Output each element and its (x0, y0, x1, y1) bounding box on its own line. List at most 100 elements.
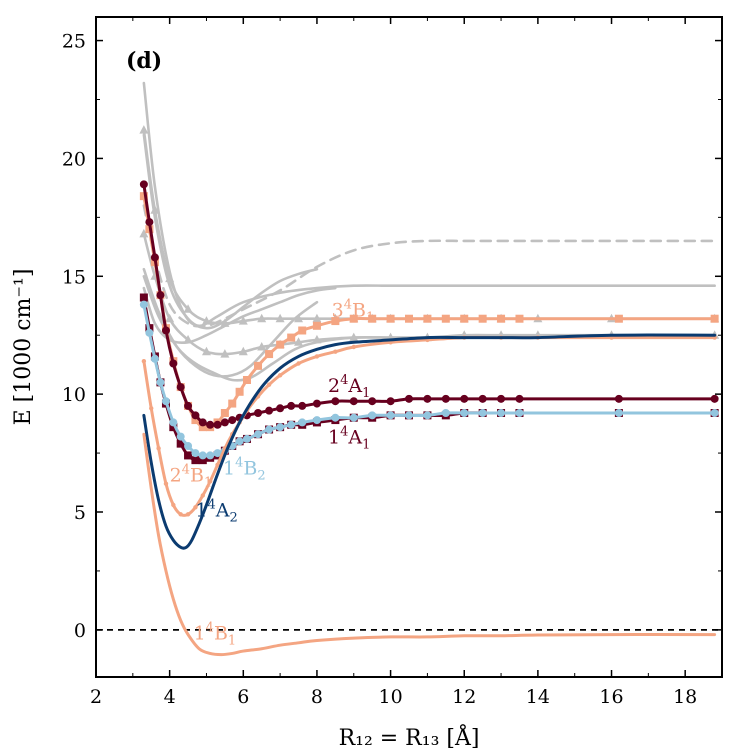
data-point (277, 373, 283, 378)
axis-ticks: 2 4 6 8 10 12 14 16 18 0 5 10 15 20 25 (62, 17, 723, 708)
data-point (139, 125, 149, 134)
series-1-4B2 (139, 300, 719, 460)
data-point (515, 409, 524, 417)
data-point (242, 434, 251, 443)
data-point (220, 418, 229, 427)
data-point (139, 300, 148, 309)
panel-label: (d) (126, 48, 162, 74)
y-tick-label: 10 (62, 384, 86, 406)
data-point (141, 358, 147, 364)
series-line (142, 128, 716, 325)
data-point (298, 401, 307, 410)
data-point (349, 413, 358, 422)
data-point (405, 394, 413, 403)
series-g1 (142, 81, 716, 328)
data-point (368, 314, 377, 323)
data-point (235, 437, 244, 446)
data-point (206, 420, 215, 429)
data-point (238, 316, 248, 325)
x-tick-label: 18 (673, 686, 697, 708)
data-point (207, 479, 213, 484)
curve-label-3-4B1: 34B1 (332, 297, 375, 325)
data-point (349, 332, 359, 342)
data-point (257, 342, 267, 351)
data-point (497, 409, 506, 417)
series-2-4A1 (139, 180, 719, 429)
series-line (142, 335, 717, 517)
data-point (139, 192, 148, 201)
data-point (183, 304, 193, 313)
data-point (351, 344, 356, 350)
data-point (368, 397, 377, 406)
x-tick-label: 2 (90, 686, 102, 708)
data-point (460, 314, 469, 323)
data-point (191, 411, 200, 420)
data-point (423, 411, 432, 420)
data-point (165, 273, 175, 283)
data-point (614, 314, 623, 323)
data-point (710, 394, 719, 403)
series-layer (139, 81, 720, 657)
data-point (235, 387, 244, 396)
data-point (312, 313, 322, 323)
data-point (191, 416, 200, 425)
data-point (185, 512, 191, 517)
data-point (331, 317, 340, 326)
data-point (171, 502, 176, 508)
data-point (333, 349, 338, 354)
data-point (184, 442, 193, 450)
data-point (314, 354, 320, 359)
x-tick-label: 14 (526, 686, 550, 708)
data-point (441, 409, 450, 417)
data-point (161, 326, 170, 335)
curve-label-2-4B1: 24B1 (170, 462, 213, 490)
data-point (176, 383, 185, 392)
data-point (213, 449, 222, 458)
data-point (497, 394, 506, 403)
data-point (386, 314, 395, 323)
data-point (150, 253, 159, 262)
y-tick-label: 5 (74, 502, 86, 524)
data-point (515, 314, 524, 323)
data-point (156, 446, 161, 451)
data-point (139, 180, 148, 189)
series-1-4B1 (142, 432, 717, 657)
data-point (287, 333, 296, 342)
x-tick-label: 10 (378, 686, 402, 708)
data-point (169, 418, 178, 427)
data-point (254, 409, 263, 417)
series-2-4B1 (141, 335, 717, 517)
data-point (294, 337, 304, 346)
data-point (139, 228, 149, 238)
data-point (176, 432, 185, 441)
data-point (242, 376, 251, 384)
y-tick-label: 15 (62, 266, 86, 288)
data-point (169, 359, 178, 368)
y-tick-label: 20 (62, 148, 86, 170)
curve-label-1-4B1: 14B1 (194, 620, 237, 648)
data-point (478, 314, 487, 323)
series-line (142, 204, 716, 328)
data-point (460, 394, 469, 403)
data-point (198, 423, 207, 432)
data-point (515, 394, 524, 403)
data-point (710, 409, 719, 417)
series-line (142, 432, 717, 657)
data-point (184, 401, 193, 410)
data-point (266, 382, 272, 387)
y-tick-label: 0 (74, 620, 86, 642)
data-point (215, 462, 220, 468)
data-point (423, 394, 432, 403)
data-point (294, 313, 304, 323)
data-point (150, 354, 159, 363)
series-line (142, 81, 716, 328)
data-point (312, 321, 321, 330)
y-tick-label: 25 (62, 31, 86, 53)
data-point (257, 313, 267, 323)
data-point (312, 399, 321, 408)
series-g6 (142, 274, 716, 382)
data-point (220, 409, 229, 417)
data-point (349, 314, 358, 323)
curve-label-1-4A1: 14A1 (328, 425, 370, 453)
data-point (265, 406, 274, 415)
